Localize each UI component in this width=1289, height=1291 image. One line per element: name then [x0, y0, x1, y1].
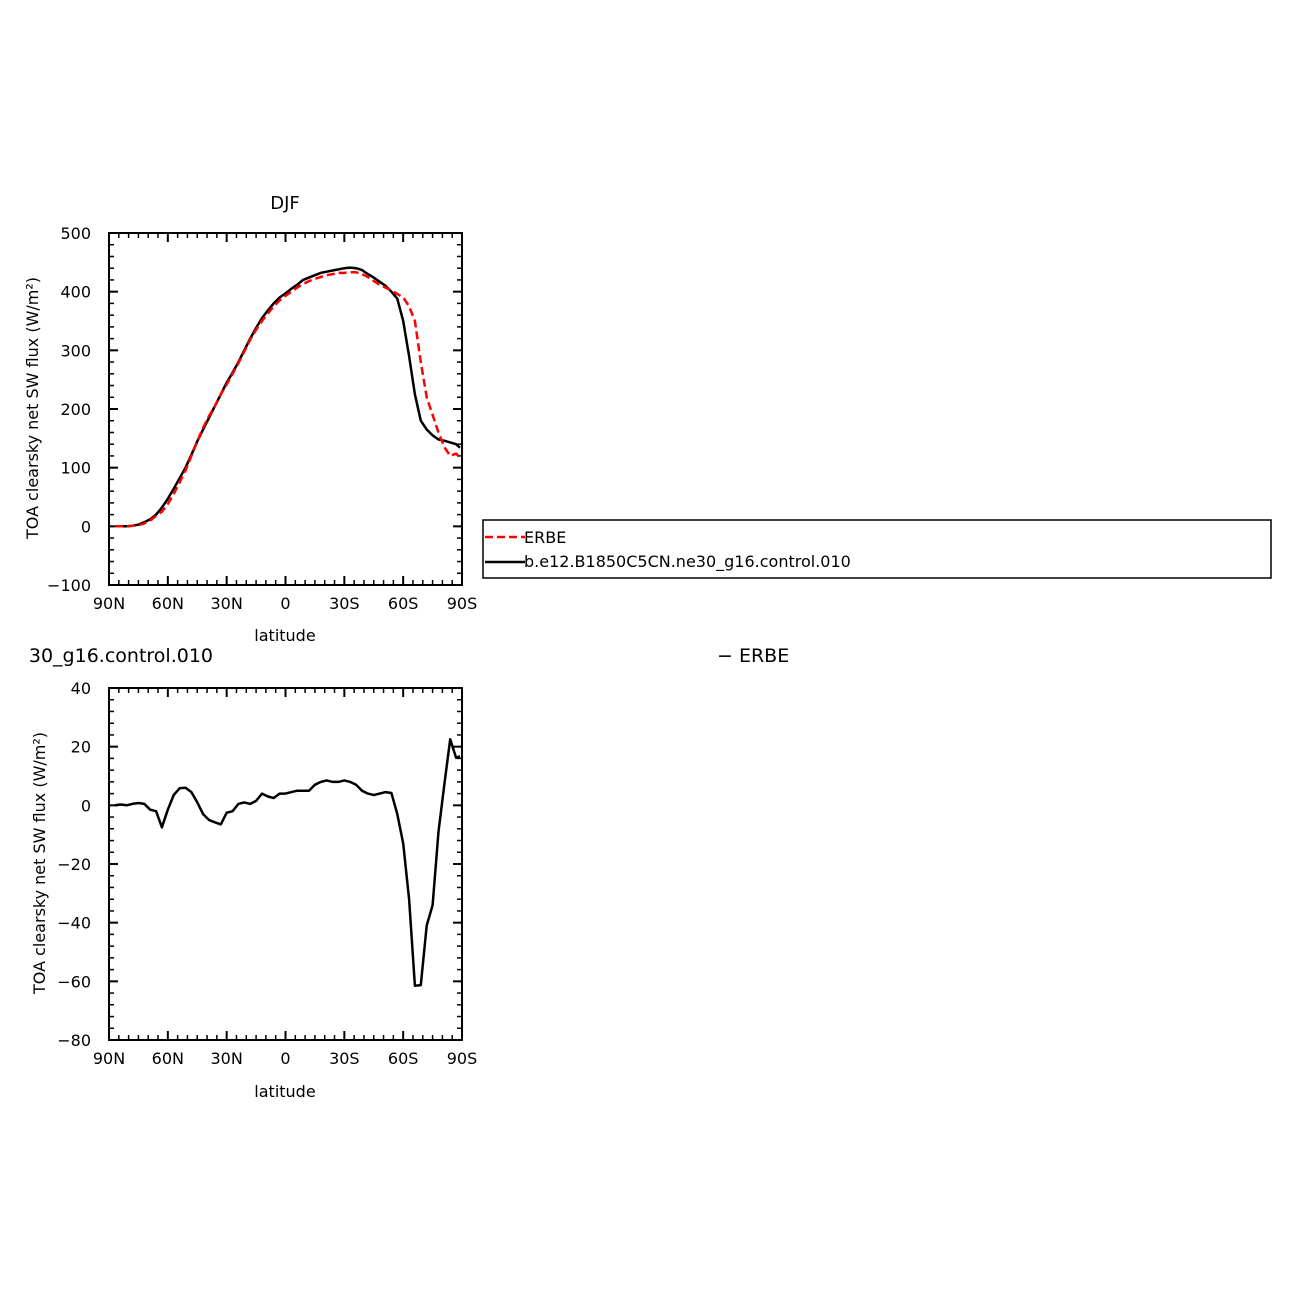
- panel1-y-tick-label: 200: [60, 400, 91, 419]
- panel2-title-right: − ERBE: [717, 645, 789, 667]
- panel1-y-tick-label: 500: [60, 224, 91, 243]
- panel2-x-tick-label: 90S: [447, 1049, 478, 1068]
- panel2-y-tick-label: 40: [71, 679, 91, 698]
- panel1-x-tick-label: 60N: [152, 594, 184, 613]
- panel2-y-tick-label: 0: [81, 796, 91, 815]
- panel2-y-tick-label: −40: [57, 914, 91, 933]
- panel2-x-tick-label: 90N: [93, 1049, 125, 1068]
- panel2-plot-area: 90N 60N 30N 0 30S 60S 90S −80 −60 −40 −20 0 20 40: [57, 679, 477, 1068]
- panel1-y-tick-label: 100: [60, 459, 91, 478]
- panel2-title-left: 30_g16.control.010: [29, 645, 213, 667]
- panel1-plot-area: 90N 60N 30N 0 30S 60S 90S −100 0 100 200 300 400 500: [47, 224, 477, 613]
- panel1-y-tick-label: 400: [60, 283, 91, 302]
- panel2-x-tick-label: 0: [280, 1049, 290, 1068]
- panel1-y-tick-label: −100: [47, 576, 91, 595]
- panel2-x-tick-label: 60S: [388, 1049, 419, 1068]
- panel1-x-tick-label: 90N: [93, 594, 125, 613]
- panel1-frame: [108, 232, 463, 586]
- panel1-x-tick-label: 0: [280, 594, 290, 613]
- panel2-y-tick-label: −80: [57, 1031, 91, 1050]
- panel1-x-tick-label: 30S: [329, 594, 360, 613]
- panel2-y-tick-label: 20: [71, 738, 91, 757]
- legend: ERBE b.e12.B1850C5CN.ne30_g16.control.01…: [482, 519, 1272, 579]
- panel2-series-difference-line: [114, 738, 461, 987]
- panel1-y-axis-label: TOA clearsky net SW flux (W/m²): [23, 277, 42, 540]
- panel2-x-tick-label: 30N: [211, 1049, 243, 1068]
- panel2-frame: [108, 687, 463, 1041]
- panel2-y-tick-label: −20: [57, 855, 91, 874]
- panel1-x-tick-label: 60S: [388, 594, 419, 613]
- panel2-x-axis-label: latitude: [254, 1082, 315, 1101]
- legend-model-label: b.e12.B1850C5CN.ne30_g16.control.010: [524, 552, 851, 572]
- panel1-y-tick-label: 0: [81, 517, 91, 536]
- panel1-title: DJF: [270, 193, 300, 214]
- panel2-y-axis-label: TOA clearsky net SW flux (W/m²): [30, 732, 49, 995]
- panel-difference-chart: 30_g16.control.010 − ERBE 90N 60N 30N 0 30S 6…: [29, 645, 789, 1101]
- panel1-series-erbe-line: [114, 271, 461, 528]
- panel2-x-tick-label: 60N: [152, 1049, 184, 1068]
- panel1-series-b-e12-b1850c5cn-ne30-g16-control-010-line: [114, 266, 461, 528]
- panel1-x-tick-label: 30N: [211, 594, 243, 613]
- panel2-x-tick-label: 30S: [329, 1049, 360, 1068]
- panel1-y-tick-label: 300: [60, 341, 91, 360]
- panel1-x-tick-label: 90S: [447, 594, 478, 613]
- legend-erbe-label: ERBE: [524, 528, 566, 547]
- legend-box: [482, 519, 1272, 579]
- panel1-x-axis-label: latitude: [254, 626, 315, 645]
- panel2-y-tick-label: −60: [57, 972, 91, 991]
- panel-djf-chart: DJF 90N 60N 30N 0 30S 60S 90S −100 0 100 200 300 400…: [23, 193, 477, 645]
